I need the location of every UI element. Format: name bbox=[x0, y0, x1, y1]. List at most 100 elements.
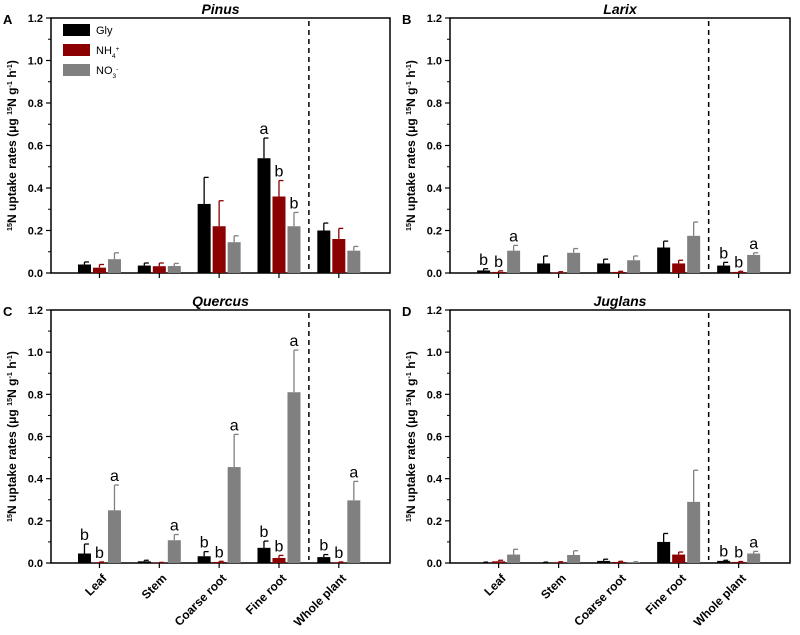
bar-NH4+ bbox=[732, 271, 746, 273]
significance-letter: b bbox=[334, 545, 343, 562]
significance-letter: b bbox=[319, 538, 328, 555]
label-part: + bbox=[116, 46, 120, 53]
label-part: -1 bbox=[404, 64, 413, 70]
bar-NH4+ bbox=[92, 267, 106, 273]
significance-letter: b bbox=[200, 535, 209, 552]
y-tick-label: 0.8 bbox=[427, 389, 442, 401]
significance-letter: b bbox=[260, 524, 269, 541]
bar-NO3- bbox=[507, 554, 521, 563]
significance-letter: a bbox=[509, 228, 518, 245]
label-part: h bbox=[5, 70, 19, 81]
bar-NO3- bbox=[567, 554, 581, 563]
label-part: NO bbox=[96, 65, 113, 77]
bar-Gly bbox=[597, 560, 611, 563]
significance-letter: b bbox=[275, 538, 284, 555]
x-tick-label: Stem bbox=[139, 571, 170, 602]
bar-NO3- bbox=[567, 252, 581, 273]
panel-D: 0.0 0.2 0.4 0.6 0.8 1.0 1.2 15N uptake rates (μ… bbox=[402, 293, 791, 629]
bar-Gly bbox=[197, 203, 211, 273]
label-part: ) bbox=[404, 351, 418, 355]
y-tick-label: 0.4 bbox=[427, 183, 443, 195]
panel-letter: A bbox=[3, 12, 13, 27]
label-part: -1 bbox=[5, 81, 14, 87]
significance-letter: b bbox=[734, 545, 743, 562]
bar-NH4+ bbox=[492, 561, 506, 563]
panel-title: Quercus bbox=[192, 293, 249, 309]
panel-letter: D bbox=[402, 304, 411, 319]
y-tick-label: 1.2 bbox=[28, 13, 43, 25]
label-part: - bbox=[116, 66, 118, 73]
x-tick-label: Stem bbox=[538, 571, 569, 602]
y-tick-label: 0.2 bbox=[427, 226, 442, 238]
label-part: N uptake rates (μg bbox=[404, 406, 418, 514]
label-part: ) bbox=[5, 60, 19, 64]
legend-label: Gly bbox=[96, 25, 113, 37]
label-part: 15 bbox=[404, 107, 413, 115]
significance-letter: b bbox=[479, 252, 488, 269]
bar-NO3- bbox=[287, 392, 301, 563]
bar-Gly bbox=[657, 541, 671, 563]
bar-NH4+ bbox=[492, 271, 506, 273]
y-tick-label: 0.4 bbox=[28, 183, 44, 195]
y-tick-label: 1.0 bbox=[427, 56, 442, 68]
bar-Gly bbox=[197, 556, 211, 563]
label-part: NH bbox=[96, 45, 112, 57]
panel-title: Larix bbox=[603, 1, 638, 17]
y-tick-label: 0.0 bbox=[28, 268, 43, 280]
significance-letter: a bbox=[170, 518, 179, 535]
significance-letter: b bbox=[494, 254, 503, 271]
label-part: N uptake rates (μg bbox=[404, 115, 418, 223]
bar-Gly bbox=[77, 264, 91, 273]
y-tick-label: 0.2 bbox=[427, 516, 442, 528]
label-part: ) bbox=[404, 60, 418, 64]
y-tick-label: 0.0 bbox=[28, 558, 43, 570]
y-tick-label: 1.2 bbox=[28, 305, 43, 317]
bar-NH4+ bbox=[672, 554, 686, 563]
bar-Gly bbox=[317, 557, 331, 563]
y-tick-label: 0.4 bbox=[28, 474, 44, 486]
label-part: N g bbox=[5, 379, 19, 398]
bar-NO3- bbox=[227, 242, 241, 273]
label-part: h bbox=[404, 361, 418, 372]
bar-NH4+ bbox=[212, 226, 226, 273]
panel-letter: C bbox=[3, 304, 13, 319]
y-tick-label: 1.0 bbox=[427, 347, 442, 359]
y-tick-label: 0.6 bbox=[427, 141, 442, 153]
x-tick-label: Leaf bbox=[82, 571, 110, 599]
significance-letter: a bbox=[349, 464, 358, 481]
bar-NO3- bbox=[747, 553, 761, 563]
significance-letter: a bbox=[290, 333, 299, 350]
bar-Gly bbox=[137, 265, 151, 273]
bar-Gly bbox=[657, 247, 671, 273]
significance-letter: b bbox=[80, 527, 89, 544]
bar-Gly bbox=[477, 270, 491, 273]
bar-NH4+ bbox=[332, 562, 346, 563]
significance-letter: a bbox=[110, 468, 119, 485]
y-tick-label: 0.6 bbox=[28, 141, 43, 153]
y-tick-label: 0.2 bbox=[28, 516, 43, 528]
label-part: -1 bbox=[5, 355, 14, 361]
bar-NH4+ bbox=[272, 557, 286, 563]
significance-letter: b bbox=[275, 164, 284, 181]
bar-Gly bbox=[717, 560, 731, 563]
bar-NH4+ bbox=[92, 562, 106, 563]
label-part: 15 bbox=[5, 223, 14, 231]
bar-NO3- bbox=[627, 260, 641, 273]
significance-letter: b bbox=[95, 545, 104, 562]
y-axis-label: 15N uptake rates (μg 15N g-1 h-1) bbox=[404, 351, 419, 522]
x-tick-label: Coarse root bbox=[571, 571, 629, 629]
significance-letter: a bbox=[749, 534, 758, 551]
significance-letter: a bbox=[230, 417, 239, 434]
bar-Gly bbox=[597, 263, 611, 273]
label-part: -1 bbox=[404, 81, 413, 87]
x-tick-label: Coarse root bbox=[172, 571, 230, 629]
significance-letter: b bbox=[719, 543, 728, 560]
label-part: h bbox=[404, 70, 418, 81]
y-tick-label: 1.0 bbox=[28, 347, 43, 359]
x-tick-label: Whole plant bbox=[691, 571, 749, 629]
y-tick-label: 0.2 bbox=[28, 226, 43, 238]
plot-frame bbox=[449, 17, 791, 274]
y-tick-label: 0.8 bbox=[427, 98, 442, 110]
bar-NH4+ bbox=[272, 196, 286, 273]
y-tick-label: 0.8 bbox=[28, 389, 43, 401]
